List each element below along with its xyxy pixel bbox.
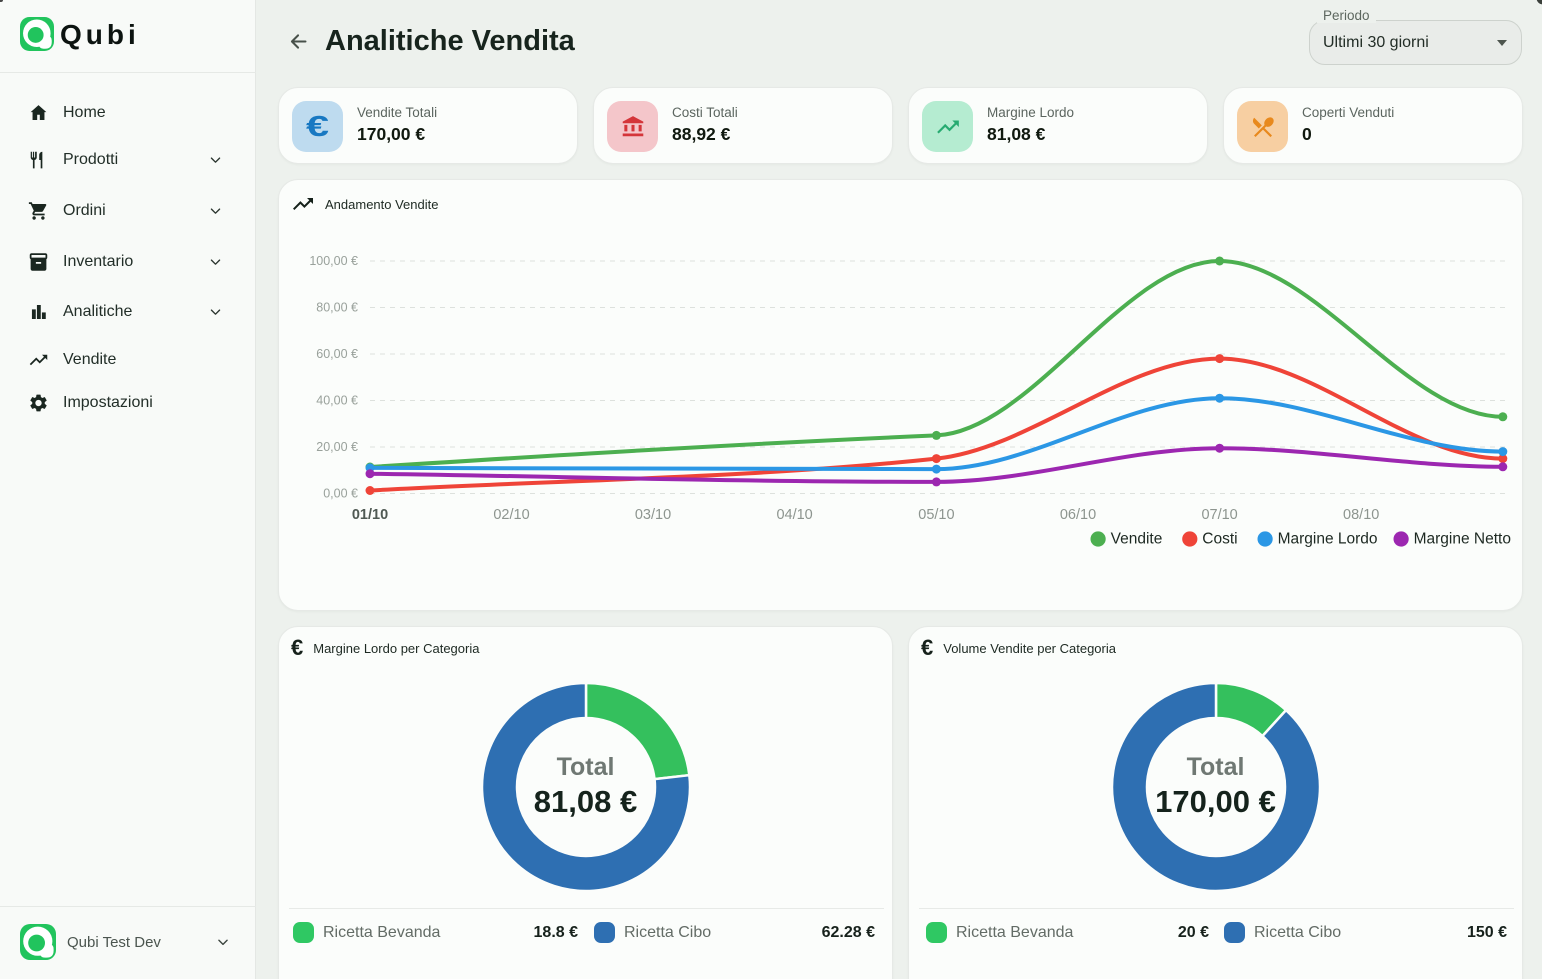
svg-text:0,00 €: 0,00 € bbox=[323, 487, 358, 501]
svg-text:20,00 €: 20,00 € bbox=[316, 440, 358, 454]
svg-text:€: € bbox=[306, 111, 329, 143]
svg-text:40,00 €: 40,00 € bbox=[316, 394, 358, 408]
svg-text:01/10: 01/10 bbox=[352, 507, 388, 523]
svg-text:08/10: 08/10 bbox=[1343, 507, 1379, 523]
svg-text:Costi: Costi bbox=[1202, 531, 1237, 548]
svg-text:Vendite: Vendite bbox=[1111, 531, 1163, 548]
svg-text:80,00 €: 80,00 € bbox=[316, 301, 358, 315]
svg-text:06/10: 06/10 bbox=[1060, 507, 1096, 523]
svg-text:05/10: 05/10 bbox=[918, 507, 954, 523]
svg-text:Margine Lordo: Margine Lordo bbox=[1278, 531, 1378, 548]
svg-text:02/10: 02/10 bbox=[493, 507, 529, 523]
svg-text:60,00 €: 60,00 € bbox=[316, 347, 358, 361]
svg-text:07/10: 07/10 bbox=[1201, 507, 1237, 523]
svg-text:03/10: 03/10 bbox=[635, 507, 671, 523]
svg-text:100,00 €: 100,00 € bbox=[309, 254, 358, 268]
svg-text:04/10: 04/10 bbox=[776, 507, 812, 523]
svg-text:Margine Netto: Margine Netto bbox=[1414, 531, 1511, 548]
